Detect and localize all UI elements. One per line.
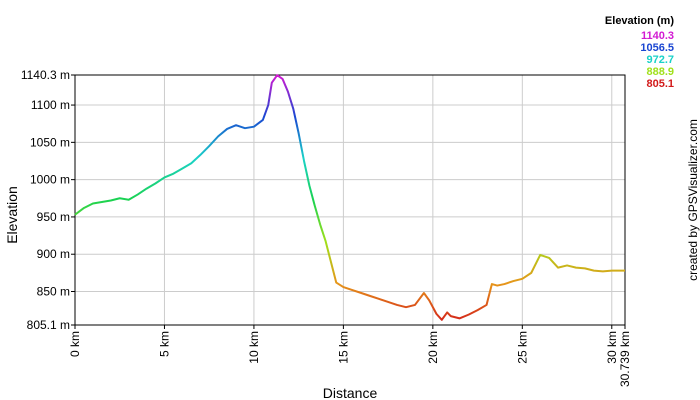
y-axis-ticks: 805.1 m 850 m 900 m 950 m 1000 m 1050 m 1100 m…	[21, 68, 75, 332]
legend-entry: 888.9	[646, 66, 674, 78]
x-tick-label: 0 km	[68, 331, 82, 357]
legend-entry: 1140.3	[641, 30, 674, 42]
x-tick-label: 15 km	[336, 331, 350, 364]
y-tick-label: 1000 m	[30, 173, 70, 187]
x-axis-title: Distance	[323, 385, 378, 400]
y-tick-label: 900 m	[37, 247, 70, 261]
y-tick-label: 850 m	[37, 285, 70, 299]
y-axis-title: Elevation	[4, 186, 20, 244]
y-tick-label: 1050 m	[30, 135, 70, 149]
x-tick-label: 10 km	[247, 331, 261, 364]
legend-entry: 805.1	[646, 78, 674, 90]
grid	[75, 75, 625, 325]
elevation-line	[74, 74, 625, 321]
y-tick-label: 950 m	[37, 210, 70, 224]
x-tick-label: 20 km	[426, 331, 440, 364]
x-tick-label: 5 km	[157, 331, 171, 357]
y-tick-label: 1140.3 m	[21, 68, 70, 82]
x-tick-label: 30.739 km	[618, 331, 632, 387]
x-tick-label: 25 km	[515, 331, 529, 364]
x-axis-ticks: 0 km 5 km 10 km 15 km 20 km 25 km 30 km 30.739 …	[68, 325, 632, 387]
legend-title: Elevation (m)	[605, 15, 674, 27]
credit-text: created by GPSVisualizer.com	[686, 119, 700, 281]
x-tick-label: 30 km	[605, 331, 619, 364]
legend: Elevation (m) 1140.31056.5972.7888.9805.…	[605, 15, 674, 90]
legend-entry: 972.7	[646, 54, 674, 66]
y-tick-label: 1100 m	[31, 98, 70, 112]
plot-area-border	[74, 74, 626, 326]
y-tick-label: 805.1 m	[27, 318, 70, 332]
legend-entry: 1056.5	[640, 42, 674, 54]
